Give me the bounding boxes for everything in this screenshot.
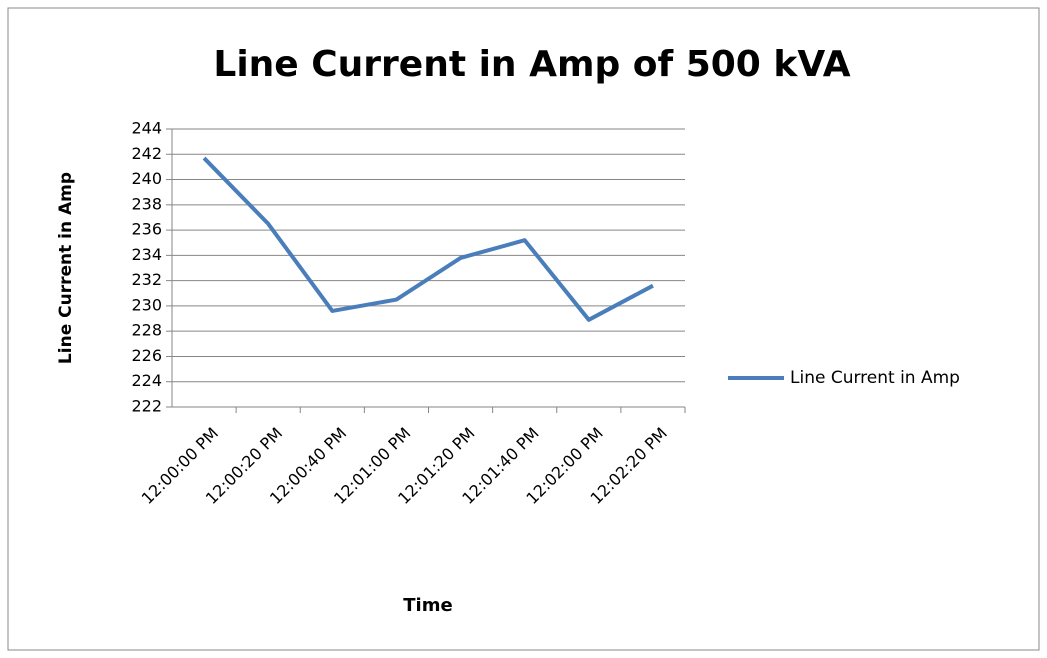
y-tick-label: 222 (131, 397, 162, 416)
y-tick-label: 236 (131, 220, 162, 239)
y-tick-label: 244 (131, 119, 162, 138)
y-tick-label: 242 (131, 144, 162, 163)
x-axis-title: Time (403, 595, 452, 616)
y-axis-title: Line Current in Amp (56, 172, 76, 364)
chart-title: Line Current in Amp of 500 kVA (213, 44, 850, 85)
legend-label: Line Current in Amp (790, 368, 960, 388)
y-tick-label: 230 (131, 295, 162, 314)
y-tick-label: 240 (131, 169, 162, 188)
y-tick-label: 234 (131, 245, 162, 264)
y-tick-label: 232 (131, 270, 162, 289)
y-tick-label: 228 (131, 321, 162, 340)
line-series (202, 156, 654, 322)
y-tick-label: 238 (131, 194, 162, 213)
chart-border (7, 7, 1040, 651)
y-tick-label: 226 (131, 346, 162, 365)
y-tick-label: 224 (131, 371, 162, 390)
